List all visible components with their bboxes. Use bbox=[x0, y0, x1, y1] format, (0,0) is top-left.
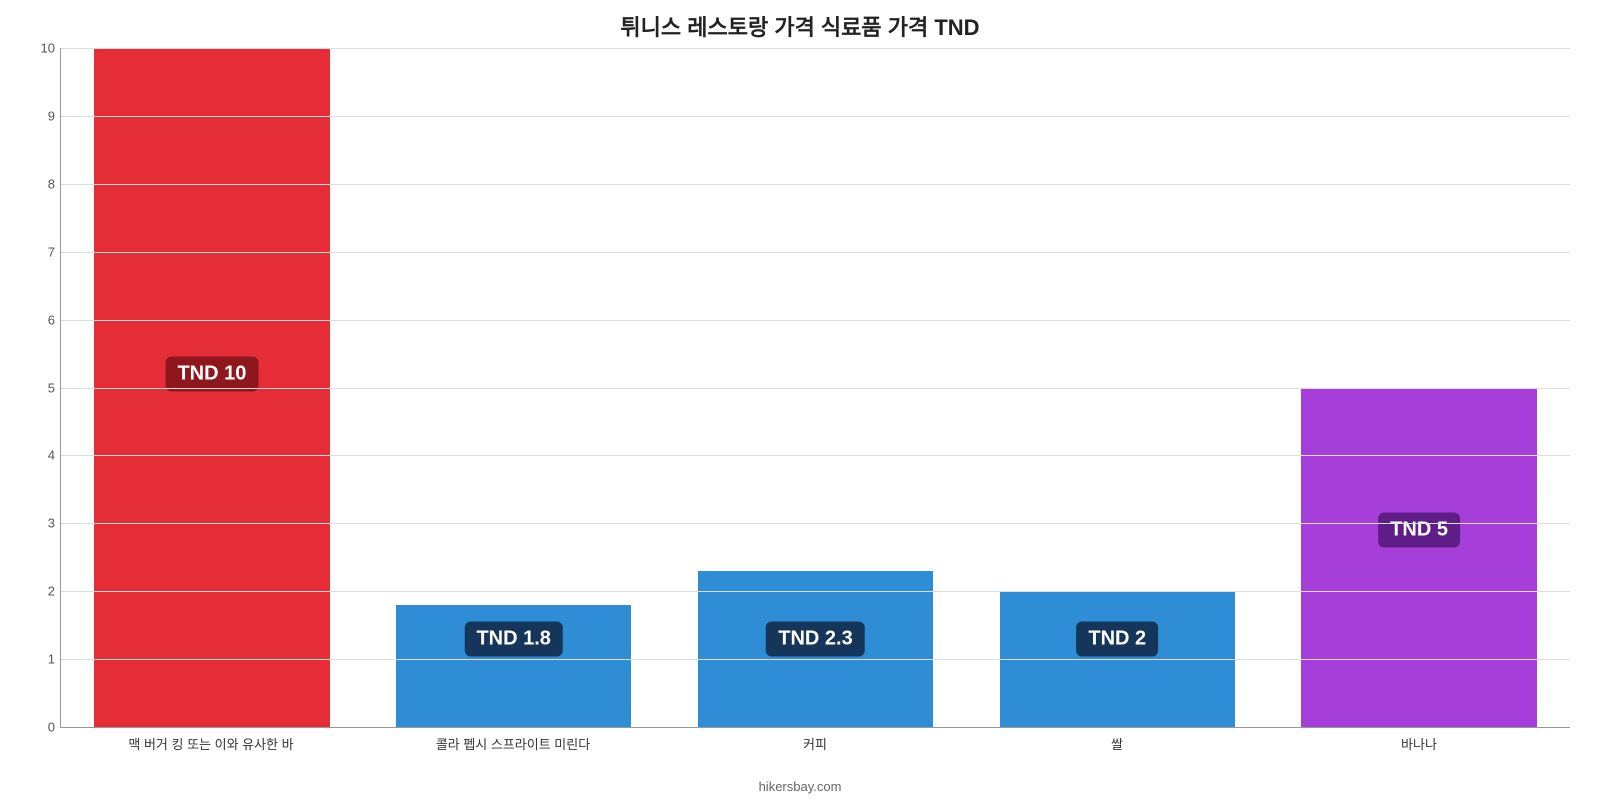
ytick-label: 10 bbox=[31, 41, 55, 56]
gridline bbox=[61, 388, 1570, 389]
ytick-label: 1 bbox=[31, 652, 55, 667]
gridline bbox=[61, 455, 1570, 456]
ytick-label: 5 bbox=[31, 380, 55, 395]
gridline bbox=[61, 116, 1570, 117]
ytick-label: 9 bbox=[31, 108, 55, 123]
attribution-text: hikersbay.com bbox=[0, 779, 1600, 794]
ytick-label: 3 bbox=[31, 516, 55, 531]
x-axis-label: 커피 bbox=[803, 734, 827, 753]
gridline bbox=[61, 659, 1570, 660]
value-badge: TND 10 bbox=[165, 356, 258, 391]
gridline bbox=[61, 48, 1570, 49]
value-badge: TND 1.8 bbox=[464, 621, 562, 656]
x-axis-label: 바나나 bbox=[1401, 734, 1437, 753]
x-axis-label: 맥 버거 킹 또는 이와 유사한 바 bbox=[128, 734, 293, 753]
gridline bbox=[61, 523, 1570, 524]
ytick-label: 2 bbox=[31, 584, 55, 599]
ytick-label: 7 bbox=[31, 244, 55, 259]
x-axis-labels: 맥 버거 킹 또는 이와 유사한 바 콜라 펩시 스프라이트 미린다 커피 쌀 바나나 bbox=[60, 728, 1570, 768]
value-badge: TND 2 bbox=[1076, 621, 1158, 656]
gridline bbox=[61, 320, 1570, 321]
plot-area: TND 10TND 1.8TND 2.3TND 2TND 5 012345678… bbox=[60, 48, 1570, 728]
ytick-label: 6 bbox=[31, 312, 55, 327]
gridline bbox=[61, 252, 1570, 253]
ytick-label: 0 bbox=[31, 720, 55, 735]
chart-title: 튀니스 레스토랑 가격 식료품 가격 TND bbox=[20, 10, 1580, 42]
x-axis-label: 쌀 bbox=[1111, 734, 1123, 753]
value-badge: TND 2.3 bbox=[766, 621, 864, 656]
x-axis-label: 콜라 펩시 스프라이트 미린다 bbox=[436, 734, 590, 753]
ytick-label: 4 bbox=[31, 448, 55, 463]
gridline bbox=[61, 184, 1570, 185]
ytick-label: 8 bbox=[31, 176, 55, 191]
price-bar-chart: 튀니스 레스토랑 가격 식료품 가격 TND TND 10 TND 1.8 TND … bbox=[0, 0, 1600, 800]
gridline bbox=[61, 591, 1570, 592]
value-badge: TND 5 bbox=[1378, 513, 1460, 548]
bar bbox=[1301, 388, 1536, 728]
